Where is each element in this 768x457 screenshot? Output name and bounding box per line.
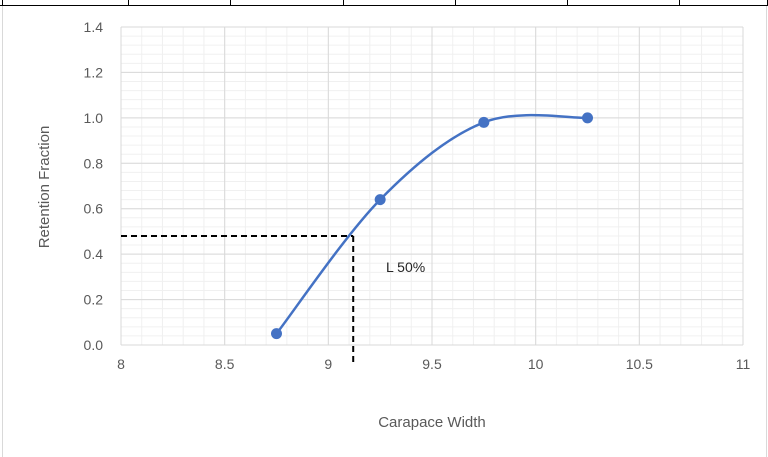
y-tick-label: 0.6	[84, 201, 104, 217]
y-tick-label: 0.2	[84, 292, 104, 308]
data-point	[478, 116, 490, 128]
y-tick-labels: 0.0 0.2 0.4 0.6 0.8 1.0 1.2 1.4	[84, 19, 104, 353]
x-tick-label: 9	[324, 356, 332, 372]
x-tick-label: 10.5	[626, 356, 653, 372]
data-point	[582, 112, 593, 124]
x-tick-label: 10	[528, 356, 544, 372]
y-tick-label: 0.4	[84, 246, 104, 262]
series-curve	[275, 113, 588, 335]
x-tick-label: 11	[736, 356, 751, 372]
x-tick-labels: 8 8.5 9 9.5 10 10.5 11	[117, 356, 750, 372]
data-point	[374, 194, 386, 206]
data-points	[271, 112, 593, 340]
x-tick-label: 9.5	[422, 356, 442, 372]
l50-annotation: L 50%	[386, 259, 425, 275]
l50-reference-lines	[121, 234, 355, 365]
y-tick-label: 1.0	[84, 110, 104, 126]
chart-frame	[2, 6, 767, 457]
x-tick-label: 8.5	[215, 356, 235, 372]
y-axis-title: Retention Fraction	[36, 126, 53, 249]
data-point	[271, 328, 282, 340]
major-gridlines	[120, 26, 744, 346]
y-tick-label: 1.4	[84, 19, 104, 35]
y-tick-label: 1.2	[84, 64, 104, 80]
y-tick-label: 0.0	[84, 337, 104, 353]
x-axis-title: Carapace Width	[378, 414, 486, 431]
x-tick-label: 8	[117, 356, 125, 372]
y-tick-label: 0.8	[84, 155, 104, 171]
